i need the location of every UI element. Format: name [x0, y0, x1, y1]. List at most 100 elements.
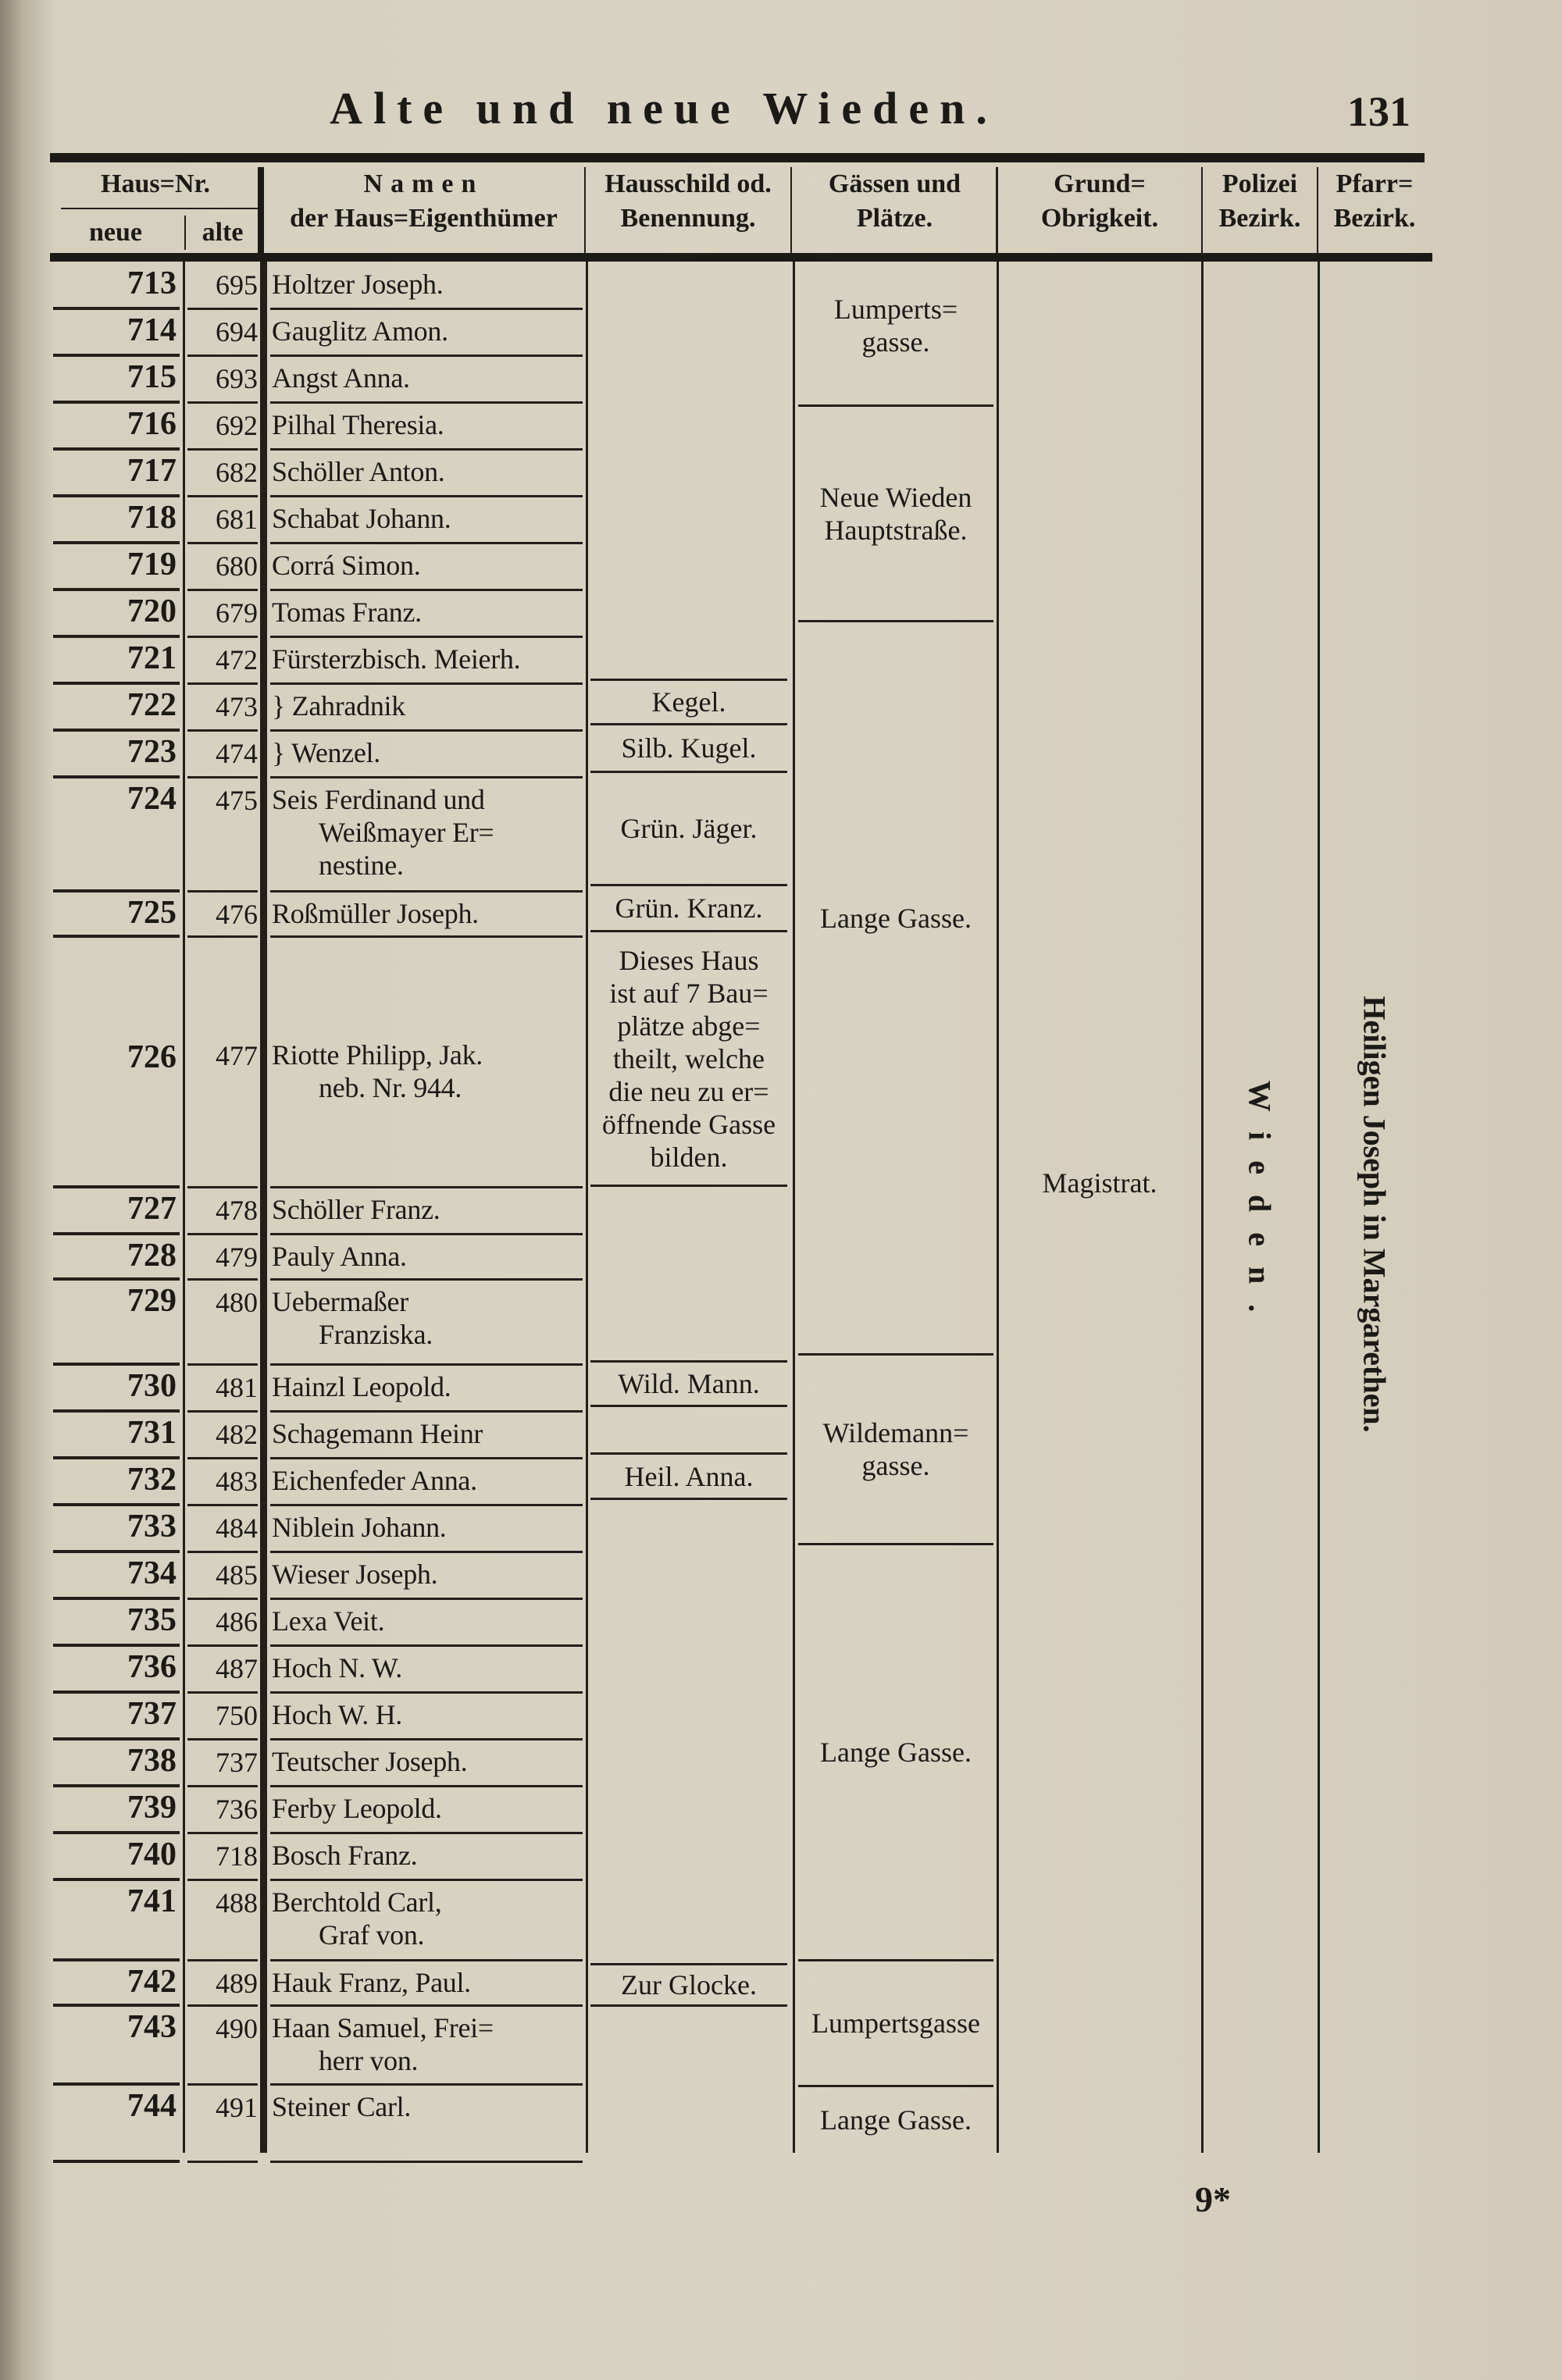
header-polizei-1: Polizei: [1221, 169, 1298, 198]
row-rule: [53, 775, 180, 778]
row-rule: [187, 1363, 258, 1366]
hausschild-heil-anna: Heil. Anna.: [590, 1452, 787, 1500]
owner-name: Corrá Simon.: [272, 549, 583, 582]
table-row: 736 487 Hoch N. W.: [53, 1645, 584, 1694]
gasse-text: Hauptstraße.: [824, 514, 968, 546]
table-row: 739 736 Ferby Leopold.: [53, 1786, 584, 1834]
header-gassen: Gässen und Plätze.: [793, 167, 998, 255]
note-line: Dieses Haus: [619, 944, 759, 976]
owner-name: Angst Anna.: [272, 362, 583, 394]
hausschild-gruen-jaeger: Grün. Jäger.: [590, 773, 787, 886]
row-rule: [270, 308, 583, 310]
house-number-old: 482: [216, 1419, 258, 1450]
header-grund-1: Grund=: [1054, 169, 1146, 198]
house-number-old: 475: [216, 785, 258, 816]
house-number-old: 473: [216, 691, 258, 722]
house-number-old: 736: [216, 1794, 258, 1825]
house-number-new: 721: [127, 640, 177, 676]
row-rule: [270, 776, 583, 778]
gasse-text: gasse.: [861, 326, 930, 358]
row-rule: [53, 1277, 180, 1281]
note-line: theilt, welche: [613, 1042, 765, 1074]
table-row: 721 472 Fürsterzbisch. Meierh.: [53, 636, 584, 685]
owner-name-line: Tomas Franz.: [272, 597, 422, 628]
house-number-new: 733: [127, 1509, 177, 1545]
pfarr-bezirk: Heiligen Joseph in Margarethen.: [1357, 996, 1393, 1433]
row-rule: [187, 2161, 258, 2163]
gasse-lumpertsgasse: Lumperts= gasse.: [798, 262, 993, 407]
header-polizei-2: Bezirk.: [1218, 204, 1301, 233]
owner-name-line: Teutscher Joseph.: [272, 1746, 468, 1777]
house-number-old: 477: [216, 1039, 258, 1071]
row-rule: [53, 588, 180, 591]
table-row: 728 479 Pauly Anna.: [53, 1234, 584, 1281]
house-number-old: 718: [216, 1840, 258, 1872]
header-namen-1: Namen: [363, 169, 484, 198]
owner-name-line: herr von.: [319, 2045, 419, 2076]
owner-name-line: Pauly Anna.: [272, 1241, 407, 1272]
house-number-old: 490: [216, 2013, 258, 2044]
page-title: Alte und neue Wieden.: [330, 83, 998, 134]
row-rule: [187, 1738, 258, 1740]
signature-mark: 9*: [1195, 2179, 1231, 2219]
table-row: 742 489 Hauk Franz, Paul.: [53, 1960, 584, 2007]
row-rule: [53, 401, 180, 404]
house-number-old: 487: [216, 1653, 258, 1684]
row-rule: [187, 1186, 258, 1188]
gasse-text: gasse.: [861, 1450, 930, 1481]
house-number-old: 484: [216, 1512, 258, 1544]
owner-name: Ferby Leopold.: [272, 1792, 583, 1825]
note-line: die neu zu er=: [608, 1075, 769, 1107]
row-rule: [53, 635, 180, 638]
owner-name-line: Angst Anna.: [272, 362, 410, 394]
owner-name: Hoch W. H.: [272, 1698, 583, 1731]
house-number-old: 479: [216, 1242, 258, 1273]
owner-name-line: Hainzl Leopold.: [272, 1371, 451, 1402]
gasse-text: Lumpertsgasse: [811, 2008, 980, 2039]
row-rule: [53, 494, 180, 497]
owner-name-line: Pilhal Theresia.: [272, 409, 444, 440]
row-rule: [187, 495, 258, 497]
header-schild-2: Benennung.: [620, 204, 756, 233]
table-row: 741 488 Berchtold Carl, Graf von.: [53, 1879, 584, 1961]
row-rule: [187, 682, 258, 685]
owner-name-line: Eichenfeder Anna.: [272, 1465, 477, 1496]
header-namen-2: der Haus=Eigenthümer: [290, 204, 558, 233]
row-rule: [187, 355, 258, 357]
owner-name-line: Weißmayer Er=: [319, 817, 494, 848]
header-hausschild: Hausschild od. Benennung.: [584, 167, 792, 255]
row-rule: [270, 1691, 583, 1694]
house-number-old: 474: [216, 738, 258, 769]
house-number-old: 480: [216, 1287, 258, 1318]
row-rule: [53, 1409, 180, 1413]
house-number-old: 750: [216, 1700, 258, 1731]
row-rule: [187, 1644, 258, 1647]
table-row: 720 679 Tomas Franz.: [53, 590, 584, 638]
hausschild-text: Grün. Kranz.: [615, 892, 763, 924]
row-rule: [270, 1457, 583, 1459]
owner-name-line: Hauk Franz, Paul.: [272, 1967, 471, 1998]
owner-name-line: Wieser Joseph.: [272, 1559, 438, 1590]
owner-name: Wieser Joseph.: [272, 1558, 583, 1591]
owner-name-line: Gauglitz Amon.: [272, 315, 448, 347]
house-number-new: 715: [127, 359, 177, 395]
owner-name-line: Schöller Anton.: [272, 456, 445, 487]
column-line-thick: [260, 262, 267, 2153]
gasse-lange-gasse: Lange Gasse.: [798, 622, 993, 1356]
header-alte: alte: [184, 216, 259, 250]
note-line: öffnende Gasse: [601, 1108, 776, 1140]
row-rule: [187, 776, 258, 778]
table-row: 729 480 Uebermaßer Franziska.: [53, 1279, 584, 1366]
house-number-new: 714: [127, 312, 177, 348]
owner-name: Tomas Franz.: [272, 596, 583, 629]
row-rule: [270, 1644, 583, 1647]
row-rule: [53, 682, 180, 685]
house-number-old: 694: [216, 316, 258, 347]
row-rule: [53, 307, 180, 310]
row-rule: [270, 2004, 583, 2007]
gasse-lange-gasse: Lange Gasse.: [798, 1545, 993, 1961]
owner-name-line: Steiner Carl.: [272, 2091, 412, 2122]
hausschild-text: Silb. Kugel.: [621, 732, 757, 764]
table-row: 740 718 Bosch Franz.: [53, 1833, 584, 1881]
owner-name: Hoch N. W.: [272, 1651, 583, 1684]
